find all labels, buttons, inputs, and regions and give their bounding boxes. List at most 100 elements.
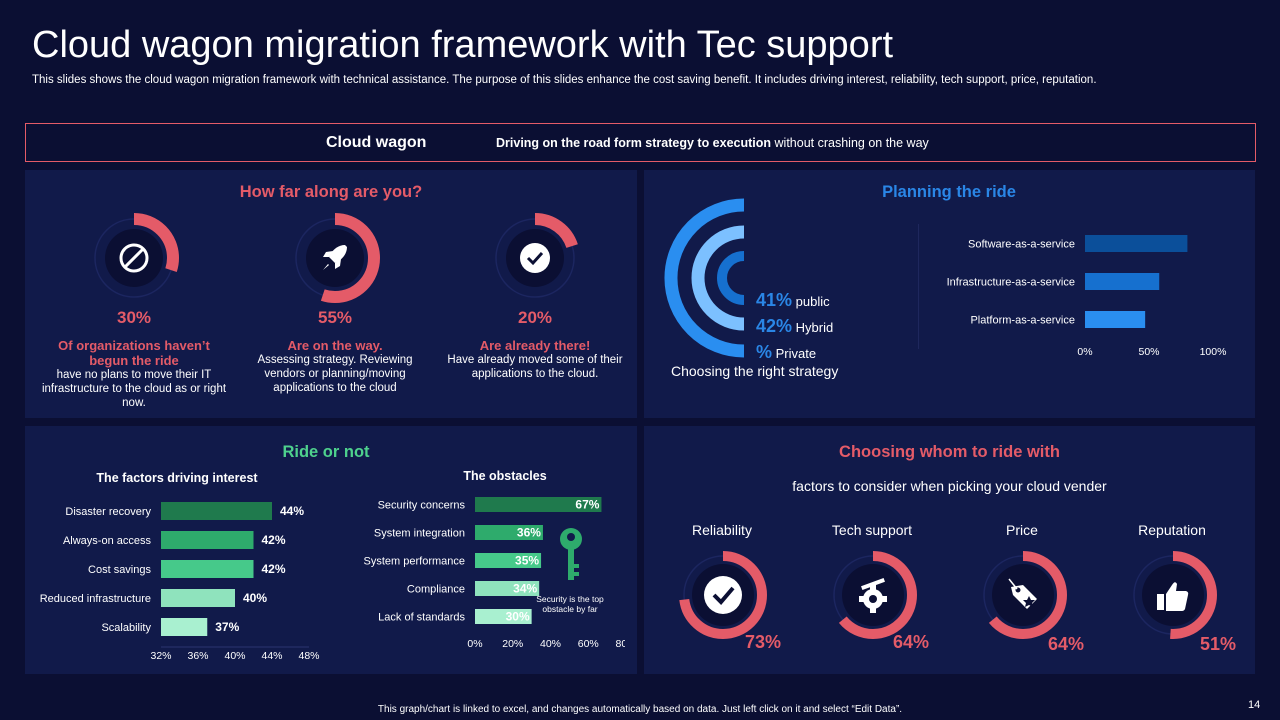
arc-hybrid [691,225,745,331]
category-label: Cost savings [88,564,151,576]
tick-label: 20% [502,638,523,650]
tick-label: 60% [578,638,599,650]
page-title: Cloud wagon migration framework with Tec… [32,24,894,66]
gear-wrench-icon [859,578,887,613]
tick-label: 100% [1200,346,1227,358]
data-label: 42% [262,562,286,576]
security-note: Security is the top obstacle by far [536,594,604,614]
ride-or-not-heading: Ride or not [282,443,370,461]
bar [161,502,272,520]
bar [475,497,602,512]
category-label: Disaster recovery [65,506,151,518]
planning-heading: Planning the ride [882,183,1016,201]
bar [161,618,208,636]
tick-label: 36% [187,650,208,662]
driving-interest-chart: The factors driving interest Disaster rec… [40,471,320,662]
key-icon [560,528,582,580]
how-far-item-0: Of organizations haven’t begun the ride … [39,338,229,410]
planning-panel: Planning the ride 41% public 42% Hybrid … [644,170,1255,418]
chart-title: The obstacles [463,469,546,483]
legend-hybrid: 42% Hybrid [756,316,834,336]
category-label: Infrastructure-as-a-service [947,277,1075,289]
category-label: System integration [374,528,465,540]
criteria-ring-3 [1127,549,1219,641]
bar [1085,311,1146,328]
tick-label: 32% [150,650,171,662]
banner-text-bold: Driving on the road form strategy to exe… [496,136,772,150]
data-label: 30% [506,610,530,624]
tick-label: 40% [224,650,245,662]
progress-ring-2 [489,212,581,304]
criteria-ring-0 [677,549,769,641]
service-bar-chart: Software-as-a-service Infrastructure-as-a… [918,224,1227,358]
category-label: Platform-as-a-service [970,315,1075,327]
arc-public [664,198,745,358]
bar [161,560,254,578]
how-far-percent-1: 55% [317,308,353,327]
how-far-percent-0: 30% [116,308,152,327]
criteria-ring-2 [977,549,1069,641]
obstacles-chart: The obstacles Security concerns 67% System … [364,469,625,650]
category-label: Reduced infrastructure [40,593,151,605]
banner-text: Driving on the road form strategy to exe… [496,136,929,150]
checkmark-icon [520,243,550,273]
thumbs-up-icon [1157,582,1189,611]
checkmark-icon [704,576,742,614]
banner: Cloud wagon Driving on the road form str… [25,123,1256,162]
criteria-label-3: Reputation [1138,522,1206,538]
how-far-item-2: Are already there! Have already moved so… [445,338,625,381]
category-label: Security concerns [378,500,466,512]
data-label: 34% [513,582,537,596]
data-label: 42% [262,533,286,547]
price-tag-icon [1008,578,1037,609]
criteria-percent-1: 64% [893,632,930,652]
bar [161,589,235,607]
tick-label: 48% [298,650,319,662]
bar [475,553,542,568]
how-far-desc-2: Have already moved some of their applica… [447,354,623,380]
data-label: 36% [517,526,541,540]
page-number: 14 [1248,699,1261,711]
choosing-panel: Choosing whom to ride with factors to co… [644,426,1255,674]
criteria-percent-0: 73% [745,632,782,652]
criteria-label-2: Price [1006,522,1038,538]
tick-label: 44% [261,650,282,662]
tick-label: 50% [1138,346,1159,358]
tick-label: 0% [1077,346,1092,358]
chart-title: The factors driving interest [96,471,258,485]
arc-private [717,251,745,305]
category-label: Compliance [407,584,465,596]
category-label: System performance [364,556,465,568]
banner-text-rest: without crashing on the way [771,136,929,150]
category-label: Software-as-a-service [968,239,1075,251]
strategy-legend: 41% public 42% Hybrid % Private [756,288,833,366]
how-far-label-1: Are on the way. [287,338,383,353]
ride-or-not-panel: Ride or not The factors driving interest… [25,426,637,674]
footer-note: This graph/chart is linked to excel, and… [377,704,903,715]
strategy-caption: Choosing the right strategy [671,363,839,379]
progress-ring-0 [88,212,180,304]
bar [1085,235,1188,252]
legend-public: 41% public [756,290,830,310]
criteria-ring-1 [827,549,919,641]
criteria-label-0: Reliability [692,522,752,538]
legend-private: % Private [756,342,817,362]
criteria-percent-2: 64% [1048,634,1085,654]
choosing-heading: Choosing whom to ride with [839,443,1060,461]
tick-label: 40% [540,638,561,650]
tick-label: 0% [467,638,482,650]
how-far-label-0: Of organizations haven’t begun the ride [58,338,210,368]
bar [475,581,540,596]
bar [161,531,254,549]
rocket-icon [323,245,347,270]
how-far-panel: How far along are you? [25,170,637,418]
progress-ring-1 [289,212,381,304]
tick-label: 80% [615,638,625,650]
criteria-label-1: Tech support [831,522,913,538]
choosing-subheading: factors to consider when picking your cl… [792,478,1107,494]
data-label: 44% [280,504,304,518]
category-label: Scalability [101,622,151,634]
how-far-percent-2: 20% [517,308,553,327]
how-far-label-2: Are already there! [479,338,591,353]
category-label: Lack of standards [378,612,465,624]
